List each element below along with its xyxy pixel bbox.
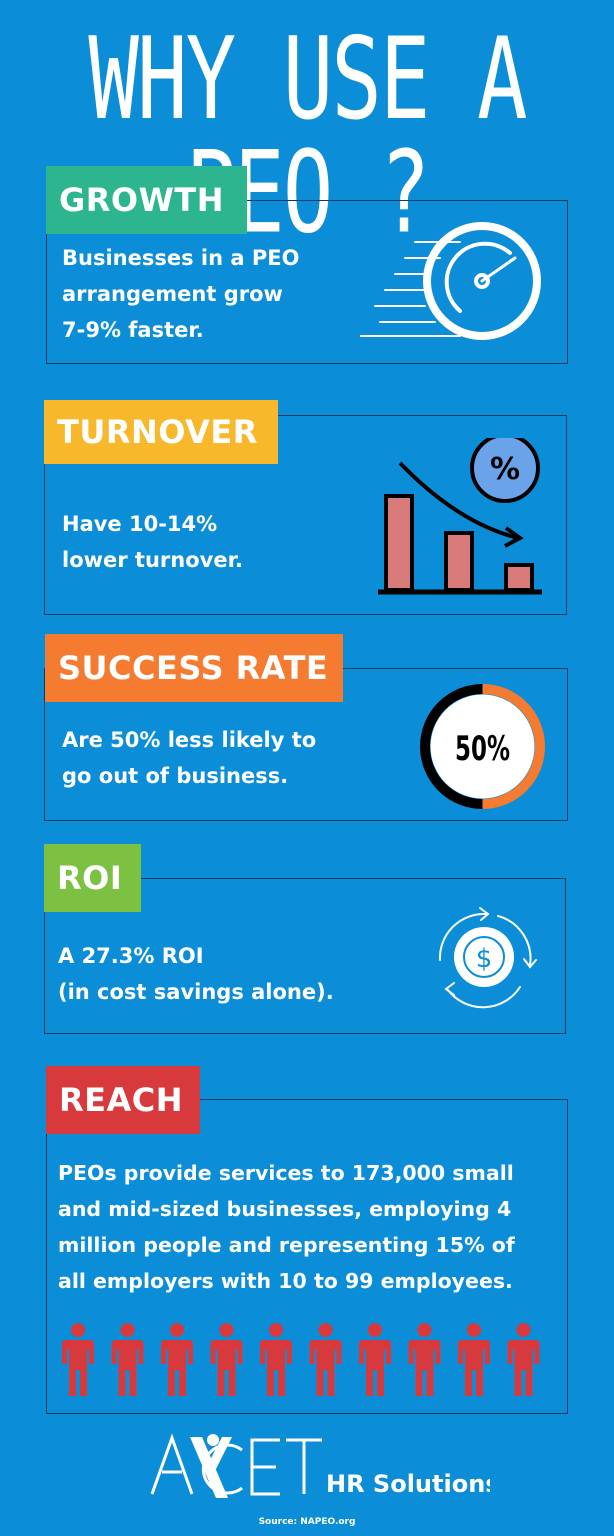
svg-text:$: $ bbox=[476, 944, 493, 974]
page-title: WHY USE A PEO ? bbox=[88, 12, 527, 259]
turnover-label: TURNOVER bbox=[44, 400, 278, 464]
roi-panel bbox=[44, 878, 566, 1034]
ring-value: 50% bbox=[455, 729, 510, 769]
growth-label: GROWTH bbox=[46, 166, 247, 234]
speedometer-icon bbox=[360, 222, 541, 340]
reach-text: PEOs provide services to 173,000 small a… bbox=[58, 1155, 515, 1299]
reach-label: REACH bbox=[46, 1066, 200, 1134]
turnover-text: Have 10-14% lower turnover. bbox=[62, 506, 243, 578]
logo-tagline: HR Solutions bbox=[326, 1470, 490, 1498]
text-line: million people and representing 15% of bbox=[58, 1233, 515, 1257]
reach-panel bbox=[46, 1099, 568, 1414]
text-line: A 27.3% ROI bbox=[58, 944, 204, 968]
roi-text: A 27.3% ROI (in cost savings alone). bbox=[58, 938, 334, 1010]
axcet-logo: HR Solutions bbox=[150, 1433, 490, 1498]
person-icon bbox=[458, 1323, 490, 1396]
roi-label: ROI bbox=[44, 844, 141, 912]
percent-ring-icon: 50% bbox=[420, 684, 545, 809]
text-line: Have 10-14% bbox=[62, 512, 218, 536]
text-line: PEOs provide services to 173,000 small bbox=[58, 1161, 514, 1185]
dollar-cycle-icon: $ bbox=[438, 907, 537, 1009]
text-line: Are 50% less likely to bbox=[62, 728, 317, 752]
text-line: arrangement grow bbox=[62, 282, 283, 306]
svg-text:%: % bbox=[490, 452, 520, 487]
text-line: lower turnover. bbox=[62, 548, 243, 572]
person-icon bbox=[408, 1323, 441, 1396]
person-icon bbox=[210, 1323, 243, 1396]
text-line: Businesses in a PEO bbox=[62, 246, 300, 270]
text-line: all employers with 10 to 99 employees. bbox=[58, 1269, 513, 1293]
person-icon bbox=[161, 1323, 193, 1396]
text-line: go out of business. bbox=[62, 764, 289, 788]
success-text: Are 50% less likely to go out of busines… bbox=[62, 722, 316, 794]
turnover-panel bbox=[44, 415, 567, 615]
people-icon bbox=[62, 1323, 540, 1396]
person-icon bbox=[111, 1323, 144, 1396]
growth-panel bbox=[46, 200, 568, 364]
success-label: SUCCESS RATE bbox=[45, 634, 343, 702]
person-icon bbox=[62, 1323, 94, 1396]
source-note: Source: NAPEO.org bbox=[258, 1517, 356, 1527]
text-line: 7-9% faster. bbox=[62, 318, 204, 342]
text-line: and mid-sized businesses, employing 4 bbox=[58, 1197, 512, 1221]
person-icon bbox=[507, 1323, 540, 1396]
person-icon bbox=[359, 1323, 391, 1396]
text-line: (in cost savings alone). bbox=[58, 980, 334, 1004]
growth-text: Businesses in a PEO arrangement grow 7-9… bbox=[62, 240, 299, 348]
person-icon bbox=[309, 1323, 342, 1396]
declining-bar-chart-percent-icon: % bbox=[378, 438, 542, 595]
person-icon bbox=[260, 1323, 292, 1396]
